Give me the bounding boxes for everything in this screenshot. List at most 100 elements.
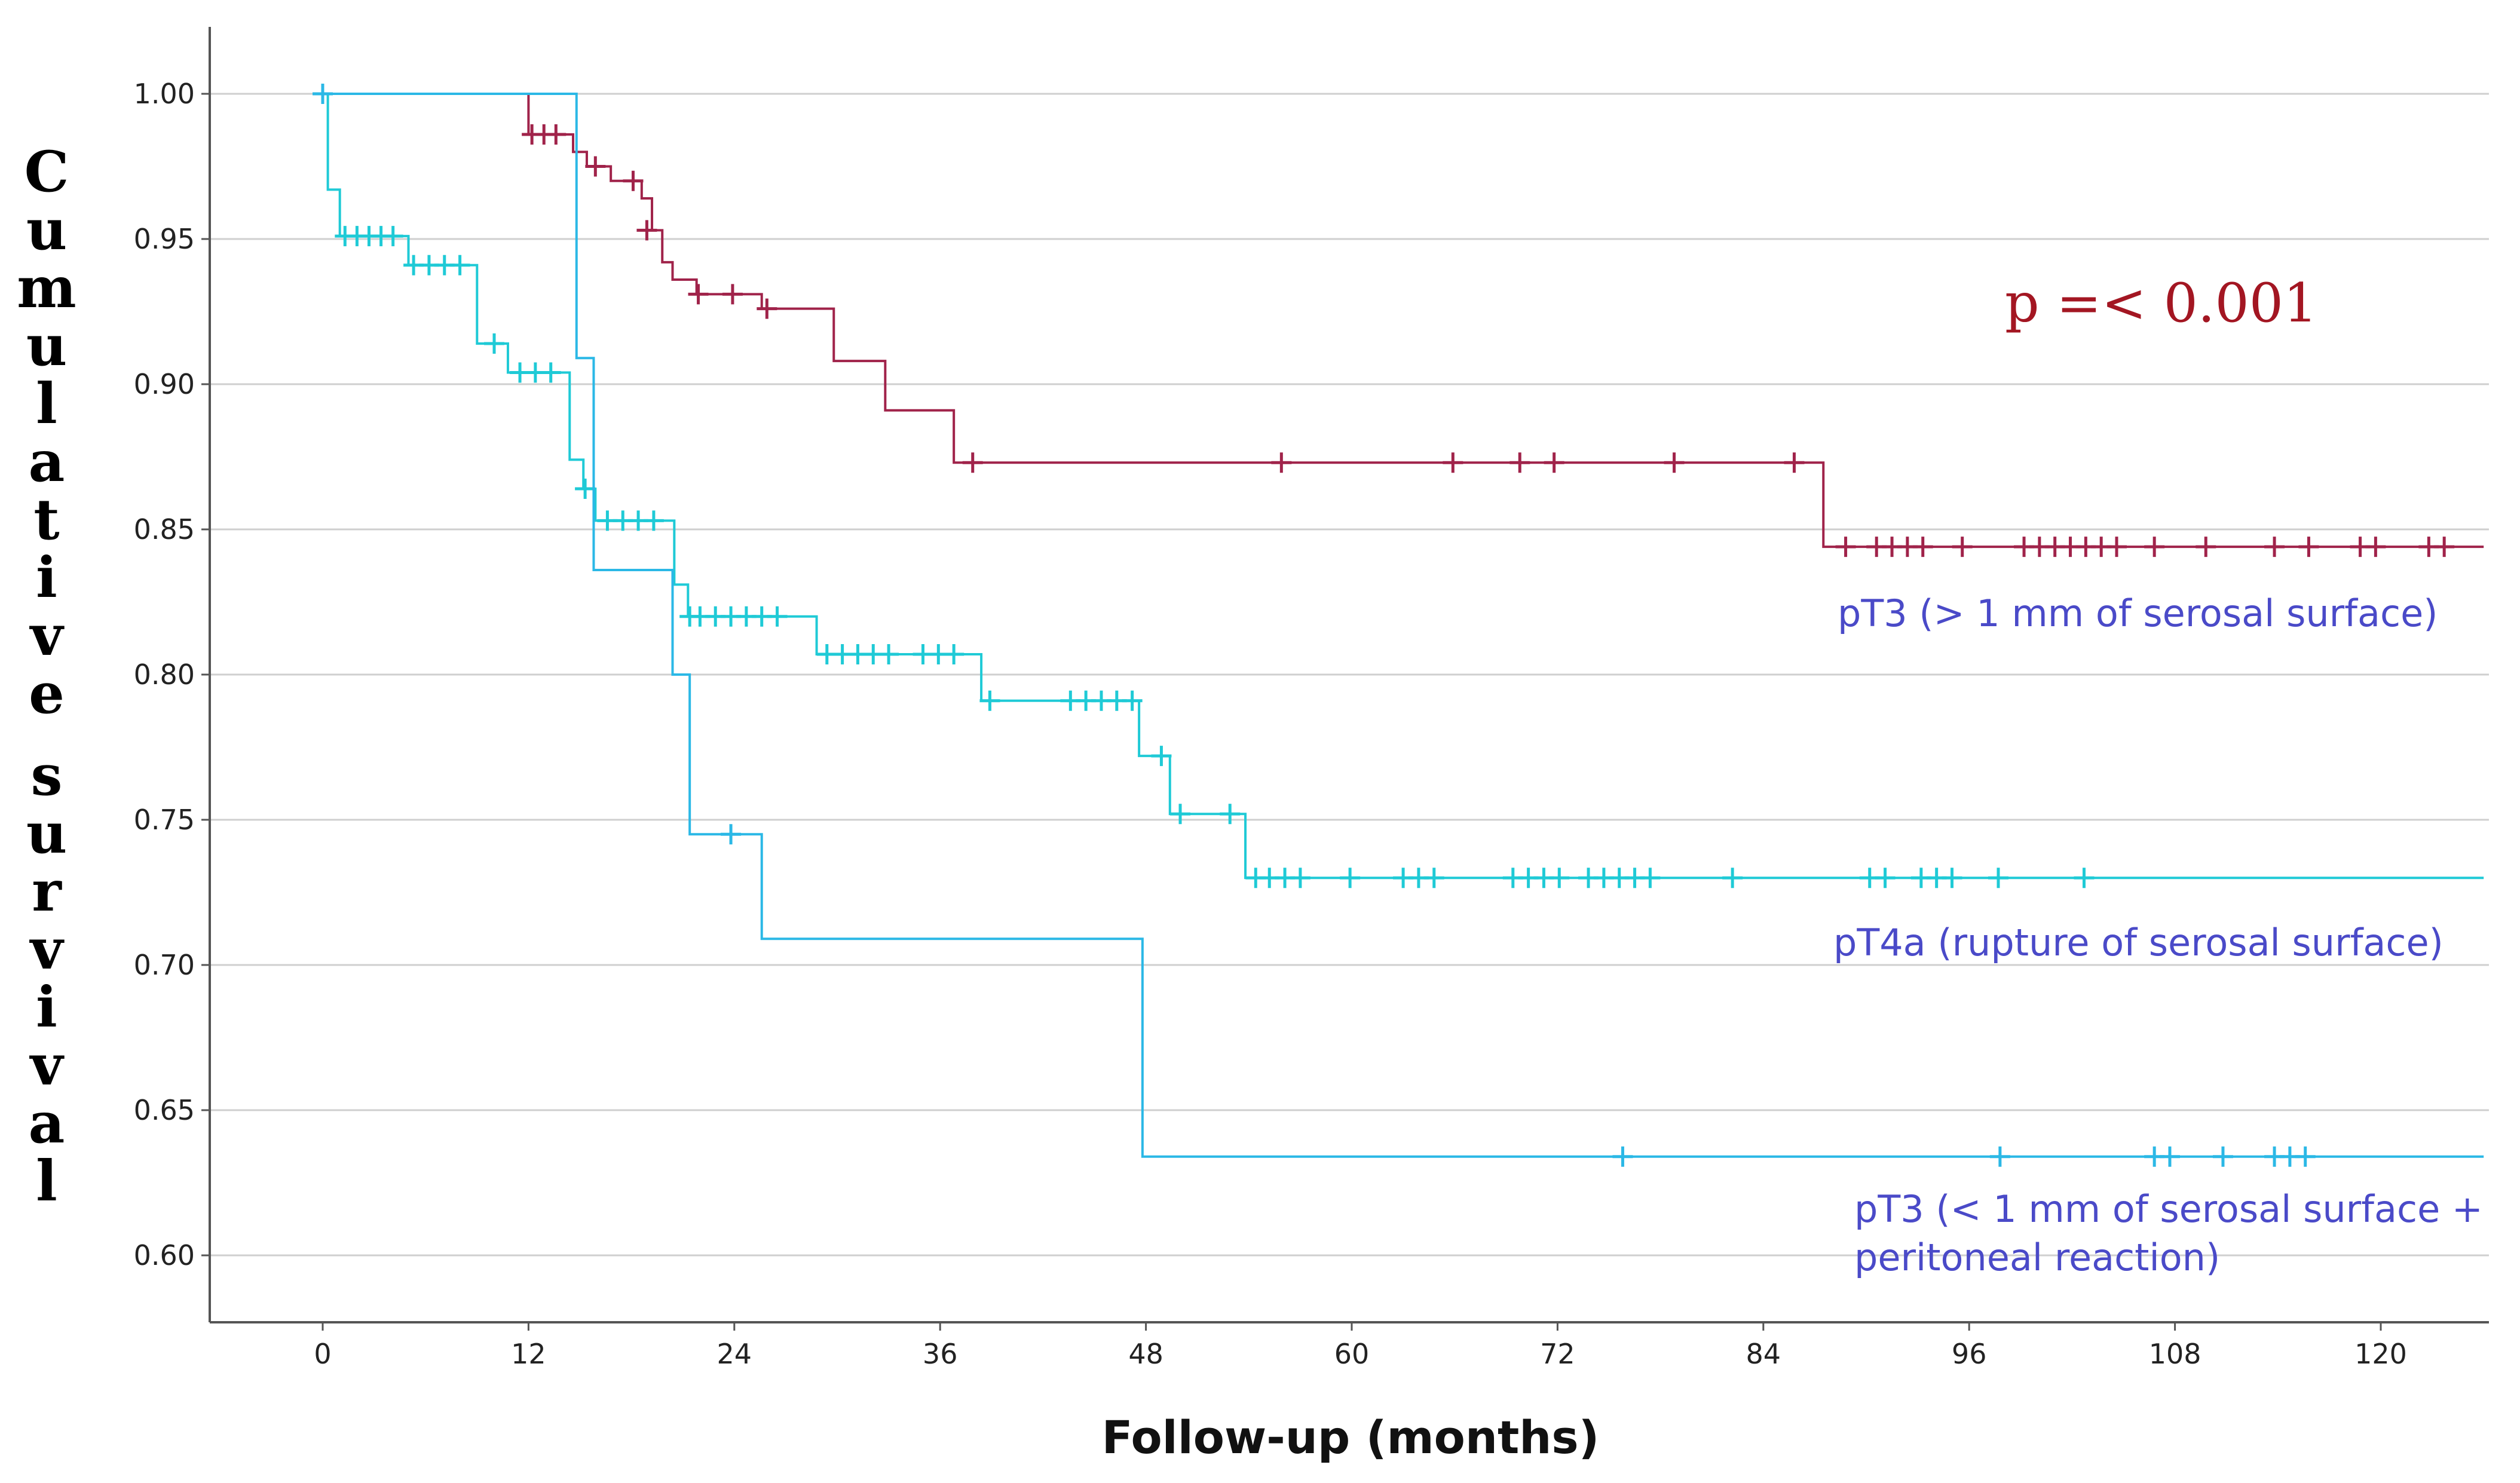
- y-tick-labels: 1.00 0.95 0.90 0.85 0.80 0.75 0.70 0.65 0.60: [134, 78, 210, 1271]
- censor-mark: [1612, 1146, 1633, 1167]
- survival-curve: [323, 93, 2484, 880]
- censor-mark: [449, 255, 470, 275]
- y-axis-label-letter: v: [29, 1032, 65, 1098]
- censor-mark: [1912, 537, 1933, 557]
- y-axis-label-letter: a: [29, 429, 65, 495]
- censor-mark: [962, 452, 983, 473]
- censor-mark: [2159, 1146, 2180, 1167]
- y-axis-label-letter: i: [36, 975, 57, 1040]
- censor-mark: [1290, 868, 1310, 888]
- censor-mark: [2365, 537, 2386, 557]
- y-tick-label: 0.60: [134, 1239, 195, 1271]
- x-tick-label: 48: [1128, 1338, 1163, 1370]
- y-tick-label: 0.90: [134, 368, 195, 400]
- y-axis-label-letter: i: [36, 545, 57, 611]
- censor-mark: [2144, 537, 2165, 557]
- y-tick-label: 0.80: [134, 658, 195, 691]
- survival-curve: [323, 93, 2484, 549]
- y-axis-label-letter: v: [29, 603, 65, 669]
- x-tick-labels: 0 12 24 36 48 60 72 84 96 108 120: [314, 1322, 2407, 1370]
- censor-mark: [1170, 804, 1190, 825]
- series-2: [323, 93, 2484, 888]
- censor-mark: [1989, 1146, 2010, 1167]
- censor-mark: [484, 333, 504, 354]
- censor-mark: [878, 644, 899, 664]
- y-axis-label-letter: e: [29, 661, 65, 727]
- x-tick-label: 120: [2354, 1338, 2407, 1370]
- censor-mark: [1544, 452, 1564, 473]
- x-tick-label: 12: [511, 1338, 546, 1370]
- y-axis-label-letter: a: [29, 1090, 65, 1156]
- survival-curve: [323, 93, 2484, 1158]
- censor-mark: [1509, 452, 1530, 473]
- censor-mark: [540, 362, 561, 383]
- censor-mark: [688, 284, 709, 305]
- censor-mark: [575, 478, 596, 499]
- censor-mark: [767, 606, 788, 627]
- survival-curves: [313, 84, 2484, 1167]
- censor-mark: [546, 124, 567, 145]
- y-tick-label: 0.85: [134, 513, 195, 546]
- censor-mark: [1640, 868, 1661, 888]
- x-tick-label: 0: [314, 1338, 331, 1370]
- censor-mark: [643, 510, 664, 531]
- censor-mark: [2074, 868, 2095, 888]
- y-axis-label-letter: u: [26, 313, 67, 379]
- y-axis-label-letter: l: [36, 1148, 57, 1214]
- y-axis-label-letter: l: [36, 371, 57, 437]
- y-tick-label: 0.70: [134, 949, 195, 981]
- x-axis-label: Follow-up (months): [1102, 1411, 1600, 1464]
- censor-mark: [1664, 452, 1685, 473]
- p-value-annotation: p =< 0.001: [2005, 272, 2317, 335]
- curve-label: pT3 (> 1 mm of serosal surface): [1838, 592, 2438, 635]
- curve-label: pT4a (rupture of serosal surface): [1833, 921, 2444, 964]
- censor-mark: [2212, 1146, 2233, 1167]
- censor-mark: [1549, 868, 1570, 888]
- censor-mark: [1722, 868, 1743, 888]
- curve-labels: pT3 (> 1 mm of serosal surface) pT4a (rup…: [1833, 592, 2483, 1279]
- y-axis-label-letter: u: [26, 197, 67, 263]
- censor-mark: [722, 284, 743, 305]
- x-tick-label: 36: [923, 1338, 958, 1370]
- censor-mark: [1220, 804, 1241, 825]
- censor-mark: [585, 156, 606, 177]
- gridlines: [210, 93, 2489, 1257]
- y-axis-label-letter: t: [33, 487, 59, 553]
- censor-mark: [1151, 746, 1172, 767]
- series-3: [313, 84, 2484, 1167]
- censor-mark: [1340, 868, 1361, 888]
- censor-mark: [979, 690, 1000, 711]
- censor-mark: [1784, 452, 1805, 473]
- x-tick-label: 60: [1334, 1338, 1370, 1370]
- x-tick-label: 84: [1746, 1338, 1781, 1370]
- censor-mark: [2106, 537, 2127, 557]
- y-axis-label-letter: s: [31, 743, 63, 808]
- x-tick-label: 96: [1952, 1338, 1987, 1370]
- curve-label: peritoneal reaction): [1854, 1236, 2220, 1279]
- y-axis-label-letter: r: [32, 859, 62, 924]
- y-tick-label: 1.00: [134, 78, 195, 110]
- censor-mark: [636, 220, 657, 241]
- x-tick-label: 108: [2149, 1338, 2201, 1370]
- censor-mark: [1942, 868, 1962, 888]
- censor-mark: [1875, 868, 1896, 888]
- y-axis-label-letter: m: [17, 255, 76, 321]
- y-axis-label-letter: u: [26, 801, 67, 866]
- y-tick-label: 0.65: [134, 1094, 195, 1126]
- censor-mark: [1443, 452, 1463, 473]
- censor-mark: [1271, 452, 1292, 473]
- x-tick-label: 72: [1540, 1338, 1575, 1370]
- y-axis-label-letter: C: [25, 139, 69, 205]
- censor-mark: [2298, 537, 2319, 557]
- y-tick-label: 0.95: [134, 223, 195, 255]
- y-axis-label-letter: v: [29, 917, 65, 982]
- censor-mark: [1988, 868, 2008, 888]
- censor-mark: [1122, 690, 1143, 711]
- censor-mark: [944, 644, 964, 664]
- censor-mark: [721, 824, 742, 845]
- censor-mark: [2295, 1146, 2316, 1167]
- censor-mark: [1835, 537, 1856, 557]
- censor-mark: [382, 226, 403, 247]
